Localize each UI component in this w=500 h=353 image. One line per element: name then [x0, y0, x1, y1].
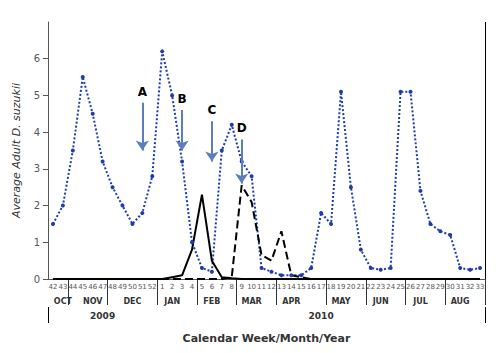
svg-text:5: 5 [34, 90, 40, 101]
svg-text:7: 7 [220, 283, 224, 291]
svg-text:B: B [178, 92, 187, 106]
svg-text:29: 29 [436, 283, 445, 291]
svg-text:20: 20 [346, 283, 355, 291]
svg-text:12: 12 [267, 283, 276, 291]
svg-text:27: 27 [416, 283, 425, 291]
svg-text:DEC: DEC [123, 297, 141, 306]
svg-text:AUG: AUG [451, 297, 470, 306]
svg-text:15: 15 [297, 283, 306, 291]
svg-text:2: 2 [34, 200, 40, 211]
svg-text:MAR: MAR [241, 297, 261, 306]
svg-text:33: 33 [476, 283, 485, 291]
svg-text:28: 28 [426, 283, 435, 291]
svg-text:JUN: JUN [372, 297, 389, 306]
svg-text:11: 11 [257, 283, 266, 291]
svg-text:6: 6 [34, 53, 40, 64]
svg-text:22: 22 [366, 283, 375, 291]
svg-text:19: 19 [337, 283, 346, 291]
svg-text:6: 6 [210, 283, 215, 291]
svg-text:24: 24 [386, 283, 395, 291]
svg-text:9: 9 [239, 283, 243, 291]
svg-text:1: 1 [160, 283, 164, 291]
svg-text:C: C [207, 103, 216, 117]
svg-text:4: 4 [34, 127, 40, 138]
svg-text:3: 3 [180, 283, 184, 291]
svg-text:51: 51 [138, 283, 147, 291]
svg-text:A: A [138, 85, 148, 99]
svg-text:10: 10 [247, 283, 256, 291]
svg-text:25: 25 [396, 283, 405, 291]
svg-text:OCT: OCT [54, 297, 73, 306]
svg-text:49: 49 [118, 283, 127, 291]
svg-text:45: 45 [78, 283, 87, 291]
svg-text:JUL: JUL [412, 297, 428, 306]
svg-text:50: 50 [128, 283, 137, 291]
svg-text:4: 4 [190, 283, 195, 291]
svg-text:MAY: MAY [331, 297, 350, 306]
svg-text:0: 0 [34, 274, 40, 285]
svg-text:30: 30 [446, 283, 455, 291]
svg-text:NOV: NOV [83, 297, 103, 306]
svg-text:43: 43 [58, 283, 67, 291]
svg-text:Calendar Week/Month/Year: Calendar Week/Month/Year [183, 332, 351, 345]
svg-text:17: 17 [317, 283, 326, 291]
svg-text:14: 14 [287, 283, 296, 291]
svg-text:18: 18 [327, 283, 336, 291]
svg-text:JAN: JAN [163, 297, 180, 306]
svg-text:47: 47 [98, 283, 107, 291]
svg-text:44: 44 [68, 283, 77, 291]
svg-text:48: 48 [108, 283, 117, 291]
svg-text:Average Adult D. suzukii: Average Adult D. suzukii [10, 83, 23, 219]
svg-text:16: 16 [307, 283, 316, 291]
svg-text:FEB: FEB [203, 297, 220, 306]
svg-text:3: 3 [34, 163, 40, 174]
svg-text:2010: 2010 [309, 311, 334, 321]
svg-text:52: 52 [148, 283, 157, 291]
svg-text:23: 23 [376, 283, 385, 291]
svg-text:8: 8 [230, 283, 234, 291]
svg-text:31: 31 [456, 283, 465, 291]
svg-text:32: 32 [466, 283, 475, 291]
svg-text:2009: 2009 [90, 311, 115, 321]
svg-text:1: 1 [34, 237, 40, 248]
svg-text:26: 26 [406, 283, 415, 291]
svg-text:13: 13 [277, 283, 286, 291]
svg-text:42: 42 [49, 283, 58, 291]
svg-text:46: 46 [88, 283, 97, 291]
svg-text:D: D [237, 121, 247, 135]
svg-text:2: 2 [170, 283, 174, 291]
svg-text:21: 21 [356, 283, 365, 291]
svg-text:APR: APR [282, 297, 300, 306]
svg-text:5: 5 [200, 283, 204, 291]
